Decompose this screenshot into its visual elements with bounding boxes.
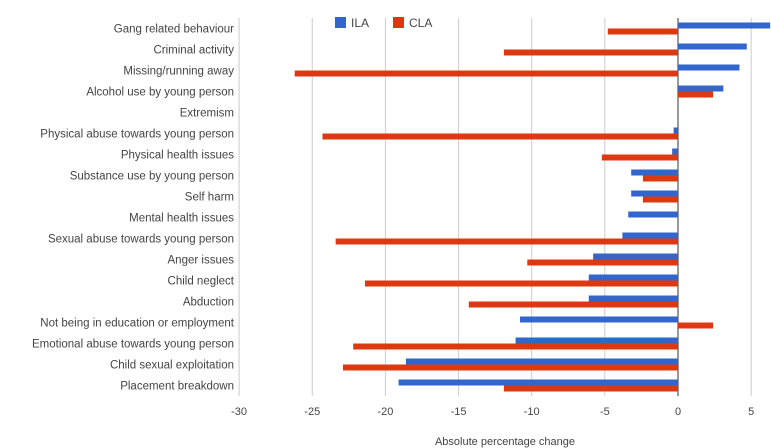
bar-cla[interactable] bbox=[364, 280, 678, 287]
bar-ila[interactable] bbox=[588, 295, 678, 302]
bar-ila[interactable] bbox=[515, 337, 678, 344]
bar-cla[interactable] bbox=[342, 364, 678, 371]
bar-cla[interactable] bbox=[527, 259, 678, 266]
category-label: Missing/running away bbox=[123, 66, 234, 78]
x-tick-label: -20 bbox=[377, 406, 393, 418]
category-label: Gang related behaviour bbox=[114, 24, 234, 36]
x-tick-labels: -30 -25 -20 -15 -10 -5 0 5 bbox=[231, 406, 754, 418]
bar-ila[interactable] bbox=[398, 379, 678, 386]
legend-label-cla[interactable]: CLA bbox=[409, 16, 432, 30]
bar-ila[interactable] bbox=[631, 169, 678, 176]
bar-ila[interactable] bbox=[628, 211, 678, 218]
category-label: Physical abuse towards young person bbox=[40, 129, 234, 141]
category-label: Anger issues bbox=[168, 255, 235, 267]
category-label: Placement breakdown bbox=[120, 381, 234, 393]
bar-cla[interactable] bbox=[642, 175, 678, 182]
bar-cla[interactable] bbox=[322, 133, 678, 140]
category-label: Not being in education or employment bbox=[40, 318, 235, 330]
x-tick-label: -30 bbox=[231, 406, 247, 418]
legend-swatch-cla bbox=[393, 17, 404, 28]
bar-ila[interactable] bbox=[519, 316, 678, 323]
bar-cla[interactable] bbox=[335, 238, 678, 245]
bar-ila[interactable] bbox=[678, 64, 740, 71]
bar-cla[interactable] bbox=[353, 343, 678, 350]
category-labels: Gang related behaviour Criminal activity M… bbox=[32, 24, 235, 393]
x-tick-label: -10 bbox=[524, 406, 540, 418]
bar-cla[interactable] bbox=[607, 28, 678, 35]
x-tick-label: 0 bbox=[675, 406, 681, 418]
x-tick-label: -15 bbox=[451, 406, 467, 418]
bar-cla[interactable] bbox=[468, 301, 678, 308]
gridlines bbox=[238, 18, 752, 396]
x-tick-label: -25 bbox=[304, 406, 320, 418]
bar-cla[interactable] bbox=[642, 196, 678, 203]
category-label: Abduction bbox=[183, 297, 234, 309]
category-label: Child sexual exploitation bbox=[110, 360, 234, 372]
category-label: Alcohol use by young person bbox=[86, 87, 234, 99]
category-label: Child neglect bbox=[168, 276, 235, 288]
x-tick-label: 5 bbox=[748, 406, 754, 418]
bar-cla[interactable] bbox=[678, 322, 714, 329]
bar-ila[interactable] bbox=[593, 253, 678, 260]
bar-cla[interactable] bbox=[678, 91, 714, 98]
bar-cla[interactable] bbox=[503, 49, 678, 56]
category-label: Self harm bbox=[185, 192, 234, 204]
category-label: Sexual abuse towards young person bbox=[48, 234, 234, 246]
bar-cla[interactable] bbox=[503, 385, 678, 392]
x-tick-label: -5 bbox=[600, 406, 610, 418]
bar-ila[interactable] bbox=[678, 22, 771, 29]
bar-ila[interactable] bbox=[673, 127, 678, 134]
category-label: Mental health issues bbox=[129, 213, 234, 225]
legend-label-ila[interactable]: ILA bbox=[351, 16, 369, 30]
category-label: Extremism bbox=[180, 108, 234, 120]
bars bbox=[294, 22, 771, 392]
bar-ila[interactable] bbox=[672, 148, 678, 155]
category-label: Criminal activity bbox=[153, 45, 234, 57]
bar-ila[interactable] bbox=[678, 43, 747, 50]
category-label: Emotional abuse towards young person bbox=[32, 339, 234, 351]
bar-ila[interactable] bbox=[678, 85, 724, 92]
bar-cla[interactable] bbox=[294, 70, 678, 77]
category-label: Substance use by young person bbox=[70, 171, 234, 183]
bar-ila[interactable] bbox=[622, 232, 678, 239]
x-axis-label: Absolute percentage change bbox=[435, 436, 575, 448]
category-label: Physical health issues bbox=[121, 150, 234, 162]
legend-swatch-ila bbox=[335, 17, 346, 28]
legend[interactable]: ILA CLA bbox=[335, 16, 432, 30]
bar-ila[interactable] bbox=[588, 274, 678, 281]
bar-ila[interactable] bbox=[405, 358, 678, 365]
bar-cla[interactable] bbox=[601, 154, 678, 161]
bar-ila[interactable] bbox=[631, 190, 678, 197]
